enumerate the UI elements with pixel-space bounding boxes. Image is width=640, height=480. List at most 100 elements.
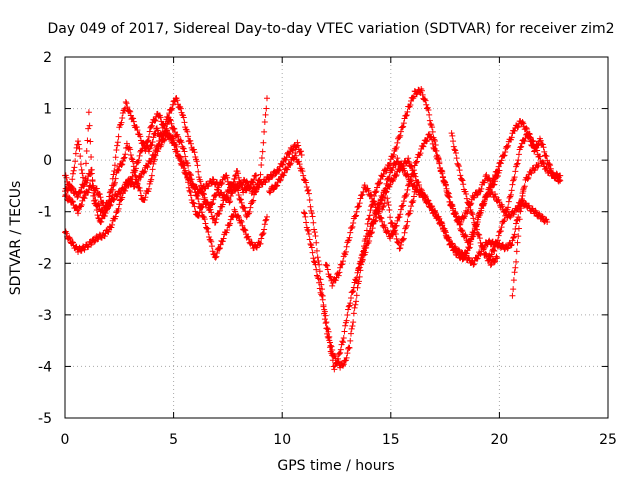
data-point bbox=[134, 180, 141, 187]
data-point bbox=[397, 206, 404, 213]
data-point bbox=[115, 133, 122, 140]
data-point bbox=[69, 176, 76, 183]
data-point bbox=[353, 208, 360, 215]
data-point bbox=[521, 183, 528, 190]
data-point bbox=[180, 159, 187, 166]
data-point bbox=[485, 186, 492, 193]
data-point bbox=[374, 209, 381, 216]
data-point bbox=[392, 230, 399, 237]
data-point bbox=[303, 179, 310, 186]
data-point bbox=[474, 216, 481, 223]
data-point bbox=[346, 344, 353, 351]
data-point bbox=[408, 203, 415, 210]
data-point bbox=[185, 184, 192, 191]
data-point bbox=[170, 125, 177, 132]
data-point bbox=[143, 142, 150, 149]
data-point bbox=[121, 154, 128, 161]
data-point bbox=[356, 200, 363, 207]
data-point bbox=[206, 234, 213, 241]
data-point bbox=[71, 164, 78, 171]
data-point bbox=[301, 210, 308, 217]
data-point bbox=[469, 211, 476, 218]
data-point bbox=[401, 167, 408, 174]
data-point bbox=[226, 199, 233, 206]
data-point bbox=[393, 235, 400, 242]
data-point bbox=[359, 256, 366, 263]
data-point bbox=[403, 112, 410, 119]
data-point bbox=[349, 288, 356, 295]
data-point bbox=[220, 235, 227, 242]
data-point bbox=[147, 159, 154, 166]
data-point bbox=[420, 193, 427, 200]
data-point bbox=[356, 273, 363, 280]
data-point bbox=[262, 111, 269, 118]
data-point bbox=[419, 91, 426, 98]
data-point bbox=[308, 244, 315, 251]
data-point bbox=[242, 227, 249, 234]
data-point bbox=[323, 319, 330, 326]
data-point bbox=[112, 213, 119, 220]
data-point bbox=[405, 159, 412, 166]
data-point bbox=[128, 155, 135, 162]
data-point bbox=[470, 261, 477, 268]
data-point bbox=[230, 181, 237, 188]
data-point bbox=[234, 213, 241, 220]
data-point bbox=[379, 204, 386, 211]
data-point bbox=[187, 192, 194, 199]
data-point bbox=[235, 191, 242, 198]
data-point bbox=[311, 226, 318, 233]
data-point bbox=[513, 206, 520, 213]
data-point bbox=[479, 243, 486, 250]
data-point bbox=[272, 171, 279, 178]
data-point bbox=[525, 134, 532, 141]
data-point bbox=[367, 229, 374, 236]
data-point bbox=[210, 176, 217, 183]
data-point bbox=[502, 212, 509, 219]
data-point bbox=[450, 247, 457, 254]
data-point bbox=[448, 202, 455, 209]
data-point bbox=[547, 165, 554, 172]
data-point bbox=[206, 204, 213, 211]
data-point bbox=[109, 175, 116, 182]
data-point bbox=[209, 200, 216, 207]
data-point bbox=[113, 192, 120, 199]
data-point bbox=[194, 192, 201, 199]
data-point bbox=[526, 133, 533, 140]
data-point bbox=[201, 185, 208, 192]
data-point bbox=[340, 258, 347, 265]
data-point bbox=[77, 153, 84, 160]
data-point bbox=[113, 209, 120, 216]
data-point bbox=[372, 189, 379, 196]
data-point bbox=[74, 207, 81, 214]
data-point bbox=[259, 148, 266, 155]
data-point bbox=[399, 236, 406, 243]
data-point bbox=[305, 190, 312, 197]
data-point bbox=[473, 191, 480, 198]
series-track-l bbox=[379, 182, 420, 252]
data-point bbox=[292, 149, 299, 156]
data-point bbox=[260, 139, 267, 146]
data-point bbox=[269, 174, 276, 181]
data-point bbox=[141, 196, 148, 203]
data-point bbox=[435, 156, 442, 163]
data-point bbox=[350, 288, 357, 295]
data-point bbox=[368, 229, 375, 236]
data-point bbox=[374, 184, 381, 191]
data-point bbox=[475, 212, 482, 219]
data-point bbox=[119, 194, 126, 201]
data-point bbox=[173, 132, 180, 139]
data-point bbox=[146, 145, 153, 152]
data-point bbox=[97, 194, 104, 201]
data-point bbox=[238, 199, 245, 206]
data-point bbox=[177, 105, 184, 112]
data-point bbox=[394, 155, 401, 162]
data-point bbox=[216, 210, 223, 217]
data-point bbox=[250, 176, 257, 183]
data-point bbox=[351, 304, 358, 311]
data-point bbox=[510, 286, 517, 293]
data-point bbox=[368, 230, 375, 237]
data-point bbox=[534, 163, 541, 170]
data-point bbox=[303, 219, 310, 226]
series-track-d bbox=[62, 98, 260, 226]
data-point bbox=[425, 200, 432, 207]
